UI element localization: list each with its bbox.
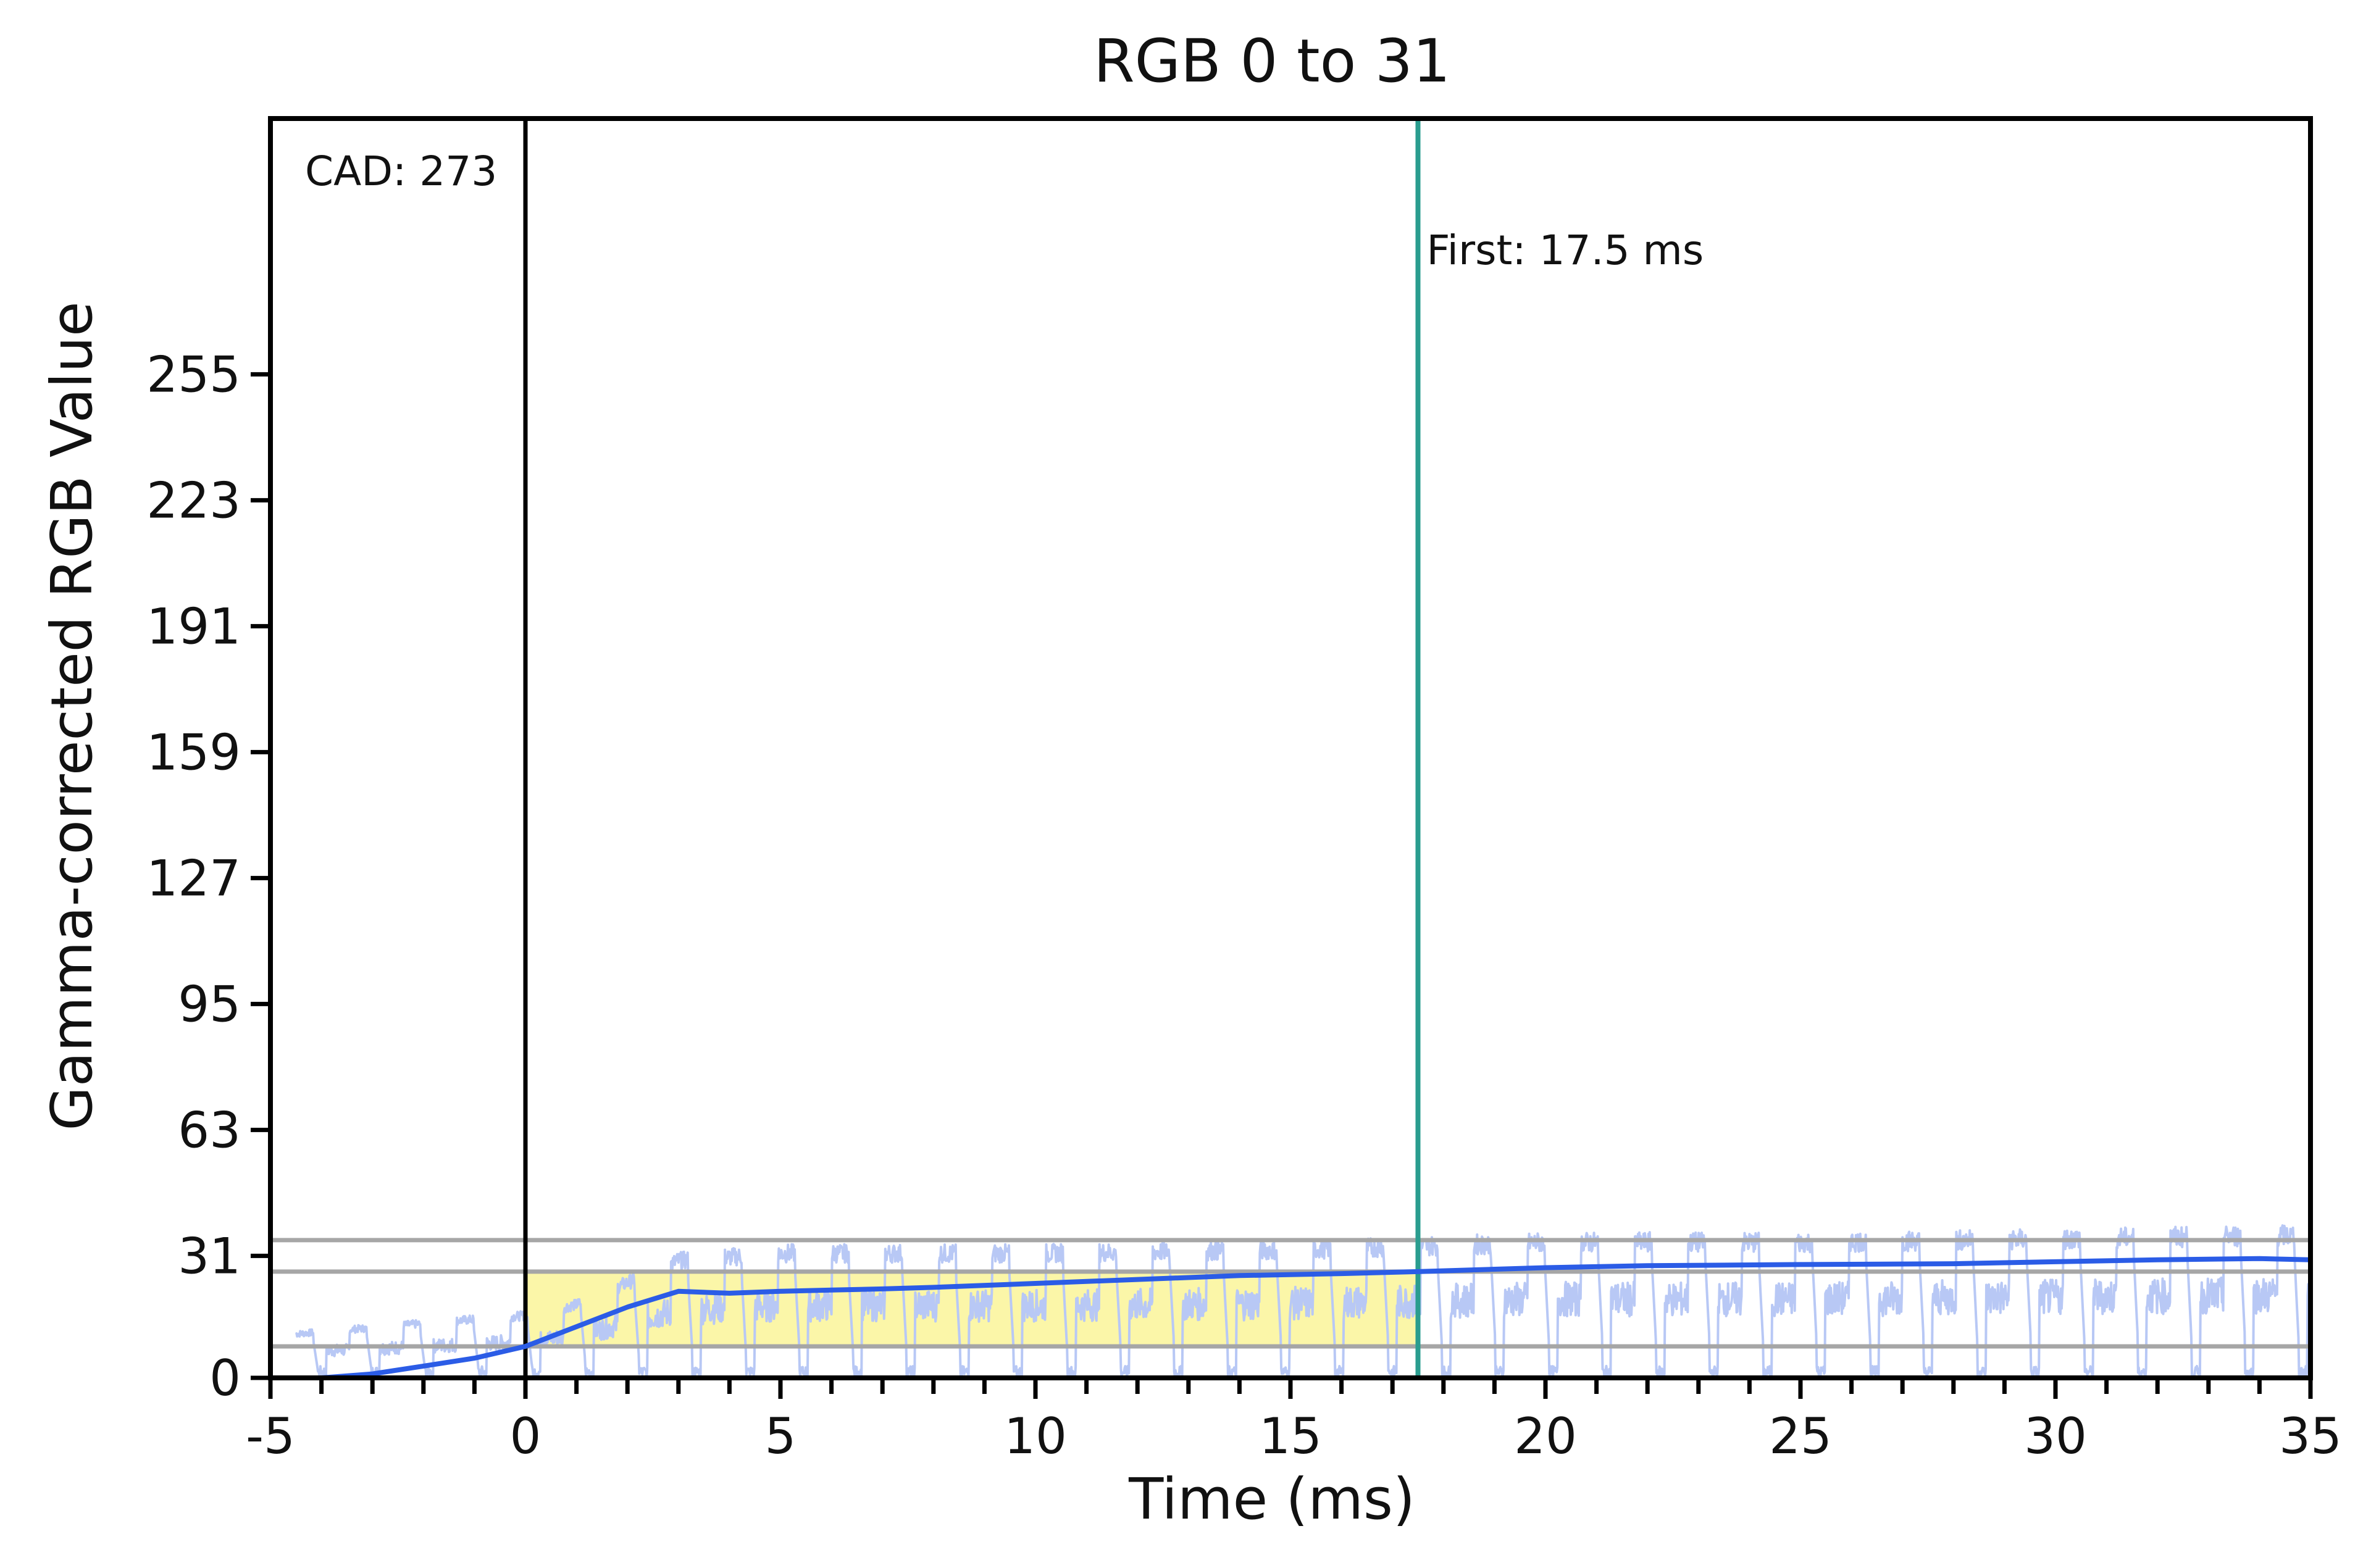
chart-title: RGB 0 to 31	[1094, 27, 1450, 96]
y-tick-label: 95	[178, 975, 241, 1033]
smoothed-signal-line	[268, 1256, 2313, 1380]
y-axis-title: Gamma-corrected RGB Value	[39, 301, 105, 1130]
x-tick-label: 30	[2024, 1407, 2087, 1465]
y-tick-label: 63	[178, 1101, 241, 1159]
x-tick-label: 5	[765, 1407, 797, 1465]
plot-area: -5 0 5 10 15 20 25 30 350316395127159191223255CA…	[146, 116, 2342, 1465]
x-tick-label: 10	[1004, 1407, 1067, 1465]
raw-signal-line	[295, 1224, 2312, 1379]
y-tick-label: 127	[146, 849, 241, 907]
x-tick-label: 15	[1259, 1407, 1322, 1465]
y-tick-label: 31	[178, 1227, 241, 1285]
plot-frame	[268, 116, 2313, 1380]
y-tick-label: 255	[146, 346, 241, 403]
x-axis-title: Time (ms)	[1128, 1466, 1415, 1532]
x-tick-label: -5	[246, 1407, 295, 1465]
x-tick-label: 35	[2279, 1407, 2342, 1465]
x-tick-label: 25	[1769, 1407, 1832, 1465]
cad-annotation: CAD: 273	[305, 148, 497, 195]
y-tick-label: 191	[146, 598, 241, 655]
y-tick-label: 0	[209, 1349, 241, 1407]
y-tick-label: 223	[146, 472, 241, 529]
x-tick-label: 20	[1514, 1407, 1577, 1465]
x-tick-label: 0	[510, 1407, 542, 1465]
y-tick-label: 159	[146, 724, 241, 781]
first-annotation: First: 17.5 ms	[1427, 227, 1704, 274]
